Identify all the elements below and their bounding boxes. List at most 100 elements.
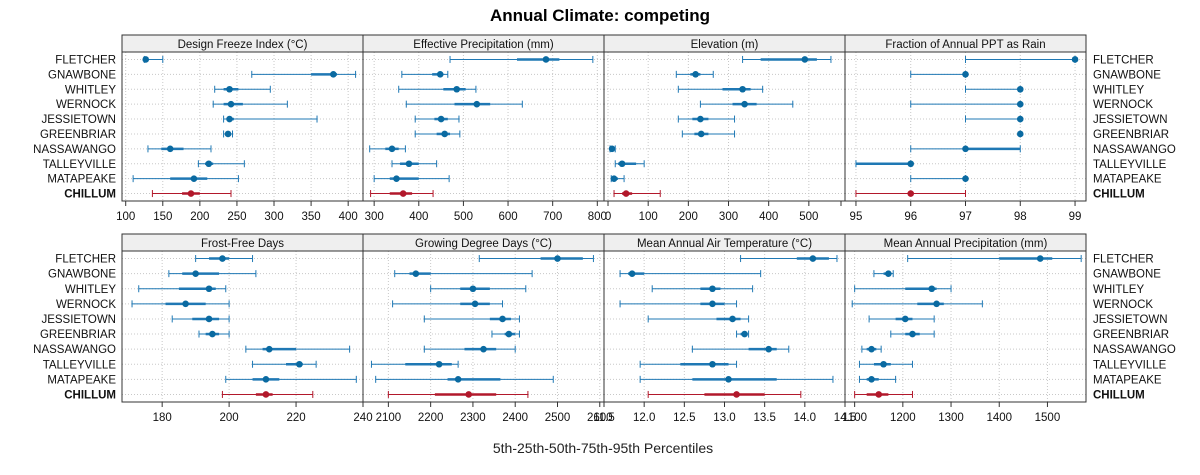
median-point xyxy=(224,130,232,138)
site-interval-gnawbone xyxy=(251,70,357,78)
site-label-fletcher: FLETCHER xyxy=(1093,254,1154,266)
site-label-chillum: CHILLUM xyxy=(1093,389,1145,401)
site-interval-wernock xyxy=(619,300,738,308)
site-label-jessietown: JESSIETOWN xyxy=(41,314,116,326)
site-interval-chillum xyxy=(221,390,314,398)
site-interval-chillum xyxy=(854,390,913,398)
median-point xyxy=(765,345,772,353)
site-interval-matapeake xyxy=(858,375,897,383)
site-label-wernock: WERNOCK xyxy=(56,299,116,311)
site-interval-gnawbone xyxy=(401,70,449,78)
median-point xyxy=(393,175,400,182)
site-interval-talleyville xyxy=(391,160,438,168)
panel-title: Fraction of Annual PPT as Rain xyxy=(885,39,1045,51)
median-point xyxy=(709,285,716,293)
site-interval-wernock xyxy=(131,300,230,308)
x-tick-label: 12.0 xyxy=(633,412,655,424)
site-labels-left-row-1: FLETCHER GNAWBONE WHITLEY WERNOCK JESSIETOWN… xyxy=(33,54,116,200)
site-label-jessietown: JESSIETOWN xyxy=(41,114,116,126)
median-point xyxy=(480,345,487,353)
median-point xyxy=(1016,115,1024,123)
x-axis: 2100 2200 2300 2400 2500 2600 xyxy=(376,402,613,424)
site-label-fletcher: FLETCHER xyxy=(55,54,116,66)
site-interval-chillum xyxy=(370,190,434,198)
site-interval-wernock xyxy=(392,300,504,308)
site-interval-whitley xyxy=(677,85,764,93)
median-point xyxy=(205,160,213,168)
panel-design-freeze-index-c: Design Freeze Index (°C) 100 150 200 250 300 3… xyxy=(116,34,364,223)
median-point xyxy=(166,145,174,153)
x-tick-label: 700 xyxy=(543,211,562,223)
site-interval-wernock xyxy=(405,100,523,108)
site-interval-greenbriar xyxy=(491,330,520,338)
x-tick-label: 1200 xyxy=(890,412,916,424)
site-interval-matapeake xyxy=(373,175,450,183)
site-interval-talleyville xyxy=(855,160,915,168)
x-tick-label: 100 xyxy=(116,211,135,223)
site-interval-whitley xyxy=(138,285,227,293)
median-point xyxy=(709,300,716,308)
x-tick-label: 96 xyxy=(904,211,917,223)
site-labels-right-row-1: FLETCHER GNAWBONE WHITLEY WERNOCK JESSIETOWN… xyxy=(1093,54,1176,200)
x-axis: 11.5 12.0 12.5 13.0 13.5 14.0 14.5 xyxy=(593,402,856,424)
site-interval-whitley xyxy=(214,85,271,93)
site-label-whitley: WHITLEY xyxy=(1093,284,1144,296)
median-point xyxy=(880,360,887,368)
median-point xyxy=(733,391,740,398)
site-label-matapeake: MATAPEAKE xyxy=(47,374,116,386)
site-interval-jessietown xyxy=(414,115,460,123)
x-tick-label: 13.0 xyxy=(713,412,735,424)
site-label-whitley: WHITLEY xyxy=(65,84,116,96)
site-interval-nassawango xyxy=(910,145,1021,153)
median-point xyxy=(697,115,704,123)
site-label-whitley: WHITLEY xyxy=(1093,84,1144,96)
site-interval-wernock xyxy=(910,100,1024,108)
median-point xyxy=(453,85,461,93)
median-point xyxy=(741,330,748,338)
x-axis-title: 5th-25th-50th-75th-95th Percentiles xyxy=(493,440,713,456)
x-tick-label: 200 xyxy=(190,211,209,223)
median-point xyxy=(907,160,915,168)
median-point xyxy=(435,360,443,368)
x-tick-label: 400 xyxy=(339,211,358,223)
x-tick-label: 300 xyxy=(719,211,738,223)
x-tick-label: 220 xyxy=(286,412,305,424)
median-point xyxy=(809,255,817,262)
x-tick-label: 200 xyxy=(679,211,698,223)
median-point xyxy=(608,145,616,153)
median-point xyxy=(1016,85,1024,93)
median-point xyxy=(909,330,916,338)
median-point xyxy=(473,100,481,108)
site-interval-gnawbone xyxy=(910,70,969,78)
site-interval-wernock xyxy=(699,100,794,108)
site-interval-fletcher xyxy=(142,55,164,63)
panel-effective-precipitation-mm: Effective Precipitation (mm) 300 400 500 600… xyxy=(362,34,607,223)
site-label-greenbriar: GREENBRIAR xyxy=(1093,129,1169,141)
site-interval-nassawango xyxy=(245,345,351,353)
median-point xyxy=(901,315,909,323)
median-point xyxy=(618,160,626,168)
median-point xyxy=(399,190,407,197)
median-point xyxy=(192,270,199,277)
site-interval-chillum xyxy=(855,190,966,198)
site-interval-fletcher xyxy=(907,255,1082,263)
site-interval-gnawbone xyxy=(873,270,894,278)
x-tick-label: 1100 xyxy=(842,412,867,424)
site-interval-greenbriar xyxy=(1016,130,1024,138)
median-point xyxy=(1036,255,1044,262)
site-interval-chillum xyxy=(647,390,802,398)
site-label-gnawbone: GNAWBONE xyxy=(1093,269,1161,281)
site-label-gnawbone: GNAWBONE xyxy=(48,69,116,81)
panel-title: Mean Annual Air Temperature (°C) xyxy=(637,238,812,250)
panel-frame xyxy=(844,250,1087,403)
median-point xyxy=(875,391,883,398)
x-tick-label: 600 xyxy=(498,211,517,223)
x-tick-label: 0 xyxy=(605,211,611,223)
site-labels-left-row-2: FLETCHER GNAWBONE WHITLEY WERNOCK JESSIETOWN… xyxy=(33,254,116,402)
median-point xyxy=(729,315,736,323)
site-interval-nassawango xyxy=(608,145,616,153)
site-interval-talleyville xyxy=(197,160,245,168)
site-interval-jessietown xyxy=(965,115,1024,123)
site-label-matapeake: MATAPEAKE xyxy=(1093,174,1162,186)
median-point xyxy=(469,285,477,293)
